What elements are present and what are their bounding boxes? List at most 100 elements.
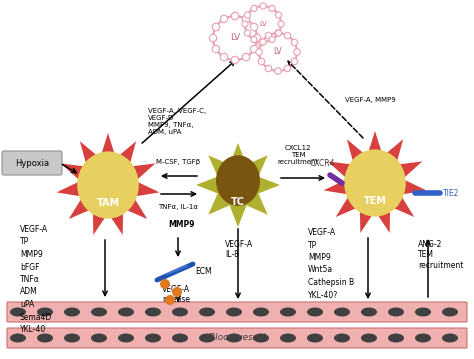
Circle shape [291, 39, 298, 46]
Ellipse shape [361, 308, 377, 317]
Ellipse shape [37, 308, 53, 317]
Circle shape [275, 30, 282, 36]
Ellipse shape [10, 308, 26, 317]
Polygon shape [56, 133, 159, 235]
Circle shape [165, 295, 175, 305]
Ellipse shape [334, 308, 350, 317]
Polygon shape [324, 131, 427, 233]
Circle shape [275, 12, 282, 18]
Text: ANG-2
TEM
recruitment: ANG-2 TEM recruitment [418, 240, 464, 270]
Circle shape [172, 287, 182, 297]
Text: VEGF-A
release: VEGF-A release [162, 285, 190, 304]
Circle shape [242, 53, 250, 61]
Ellipse shape [118, 308, 134, 317]
Circle shape [242, 21, 248, 27]
Circle shape [245, 12, 250, 18]
Text: VEGF-A
IL-8: VEGF-A IL-8 [225, 240, 253, 260]
Ellipse shape [442, 334, 458, 342]
FancyBboxPatch shape [2, 151, 62, 175]
Circle shape [209, 34, 217, 42]
Ellipse shape [334, 334, 350, 342]
Circle shape [275, 30, 281, 36]
Ellipse shape [10, 334, 26, 342]
Ellipse shape [37, 334, 53, 342]
Text: VEGF-A, MMP9: VEGF-A, MMP9 [345, 97, 396, 103]
Circle shape [231, 56, 239, 64]
Text: LV: LV [273, 47, 283, 56]
FancyBboxPatch shape [7, 328, 467, 348]
Text: LV: LV [230, 33, 240, 42]
Ellipse shape [199, 334, 215, 342]
Ellipse shape [280, 308, 296, 317]
Circle shape [258, 39, 265, 46]
Ellipse shape [145, 308, 161, 317]
Circle shape [160, 279, 170, 289]
Polygon shape [196, 143, 280, 227]
Circle shape [242, 15, 250, 23]
Ellipse shape [388, 334, 404, 342]
Text: TAM: TAM [96, 198, 119, 208]
Text: Hypoxia: Hypoxia [15, 159, 49, 168]
Ellipse shape [91, 308, 107, 317]
Text: Blood vessel: Blood vessel [209, 332, 265, 341]
Ellipse shape [216, 155, 260, 206]
Circle shape [265, 32, 272, 39]
Text: CXCR4: CXCR4 [309, 159, 335, 168]
Ellipse shape [415, 334, 431, 342]
Ellipse shape [388, 308, 404, 317]
Ellipse shape [253, 334, 269, 342]
Circle shape [269, 37, 275, 43]
Ellipse shape [77, 151, 139, 219]
Circle shape [251, 5, 257, 11]
Circle shape [258, 58, 265, 65]
Circle shape [245, 30, 250, 36]
Circle shape [284, 65, 291, 72]
Circle shape [231, 12, 239, 20]
Text: M-CSF, TGFβ: M-CSF, TGFβ [156, 159, 200, 165]
Text: VEGF-A
TP
MMP9
bFGF
TNFα
ADM
uPA
Sema4D
YKL-40: VEGF-A TP MMP9 bFGF TNFα ADM uPA Sema4D … [20, 225, 52, 334]
Circle shape [220, 53, 228, 61]
Text: LV: LV [259, 21, 267, 27]
Circle shape [265, 65, 272, 72]
Text: TEM: TEM [364, 196, 386, 206]
Ellipse shape [91, 334, 107, 342]
Circle shape [294, 49, 300, 55]
Ellipse shape [172, 308, 188, 317]
Circle shape [220, 15, 228, 23]
Text: MMP9: MMP9 [168, 220, 194, 229]
Text: VEGF-A, VEGF-C,
VEGF-D
MMP9, TNFα,
ADM, uPA: VEGF-A, VEGF-C, VEGF-D MMP9, TNFα, ADM, … [148, 108, 206, 135]
Text: ECM: ECM [195, 267, 211, 276]
Circle shape [291, 58, 298, 65]
Circle shape [260, 3, 266, 9]
Ellipse shape [344, 149, 406, 216]
Circle shape [269, 5, 275, 11]
Text: TNFα, IL-1α: TNFα, IL-1α [158, 204, 198, 210]
Ellipse shape [307, 334, 323, 342]
Ellipse shape [118, 334, 134, 342]
Text: TC: TC [231, 197, 245, 207]
Circle shape [278, 21, 284, 27]
Text: CXCL12
TEM
recruitment: CXCL12 TEM recruitment [277, 145, 319, 165]
Circle shape [284, 32, 291, 39]
Ellipse shape [442, 308, 458, 317]
Ellipse shape [415, 308, 431, 317]
Ellipse shape [361, 334, 377, 342]
Circle shape [250, 45, 258, 53]
Circle shape [250, 23, 258, 31]
Text: TIE2: TIE2 [443, 188, 459, 197]
Ellipse shape [145, 334, 161, 342]
Circle shape [212, 45, 219, 53]
Circle shape [256, 49, 262, 55]
Circle shape [212, 23, 219, 31]
Ellipse shape [253, 308, 269, 317]
Text: VEGF-A
TP
MMP9
Wnt5a
Cathepsin B
YKL-40?: VEGF-A TP MMP9 Wnt5a Cathepsin B YKL-40? [308, 228, 354, 299]
Ellipse shape [280, 334, 296, 342]
Circle shape [253, 34, 261, 42]
Circle shape [275, 68, 281, 74]
Circle shape [251, 37, 257, 43]
Ellipse shape [172, 334, 188, 342]
FancyBboxPatch shape [7, 302, 467, 322]
Ellipse shape [199, 308, 215, 317]
Circle shape [260, 39, 266, 45]
Ellipse shape [226, 308, 242, 317]
